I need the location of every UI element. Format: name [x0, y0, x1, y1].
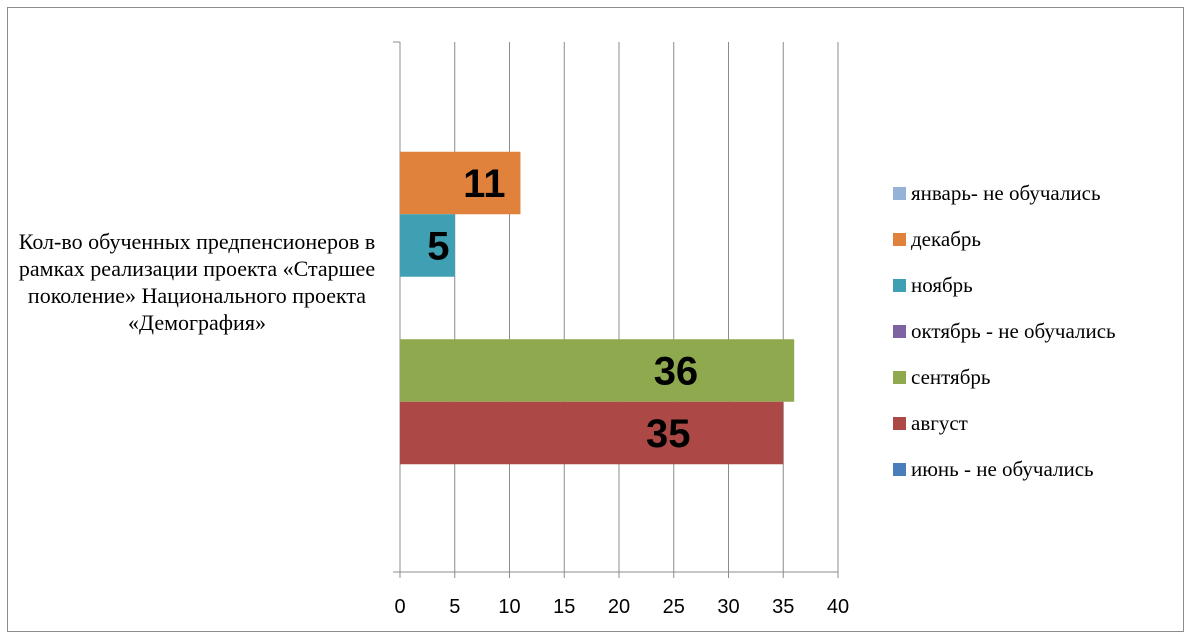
legend-swatch: [893, 233, 906, 246]
bar: [400, 401, 784, 465]
legend-swatch: [893, 325, 906, 338]
legend-label: август: [911, 411, 968, 435]
legend-label: декабрь: [911, 227, 981, 251]
x-tick-label: 20: [608, 596, 630, 618]
legend-swatch: [893, 417, 906, 430]
x-tick-label: 0: [394, 596, 405, 618]
legend-swatch: [893, 187, 906, 200]
data-label: 35: [646, 412, 691, 456]
legend-label: январь- не обучались: [911, 181, 1101, 205]
bar: [400, 339, 795, 402]
legend-label: октябрь - не обучались: [911, 319, 1116, 343]
legend-swatch: [893, 279, 906, 292]
x-tick-label: 30: [717, 596, 739, 618]
x-tick-label: 15: [553, 596, 575, 618]
legend-label: июнь - не обучались: [911, 457, 1094, 481]
bar: [400, 214, 455, 277]
data-label: 36: [654, 350, 699, 394]
x-tick-label: 5: [449, 596, 460, 618]
data-label: 11: [463, 162, 505, 206]
category-label: Кол-во обученных предпенсионеров в рамка…: [18, 229, 376, 335]
legend-label: ноябрь: [911, 273, 973, 297]
bar: [400, 151, 521, 215]
x-tick-label: 25: [663, 596, 685, 618]
x-tick-label: 35: [772, 596, 794, 618]
legend-swatch: [893, 463, 906, 476]
chart-frame: [7, 7, 1184, 632]
x-tick-label: 10: [498, 596, 520, 618]
x-tick-label: 40: [827, 596, 849, 618]
data-label: 5: [427, 225, 449, 269]
legend-label: сентябрь: [911, 365, 990, 389]
legend-swatch: [893, 371, 906, 384]
